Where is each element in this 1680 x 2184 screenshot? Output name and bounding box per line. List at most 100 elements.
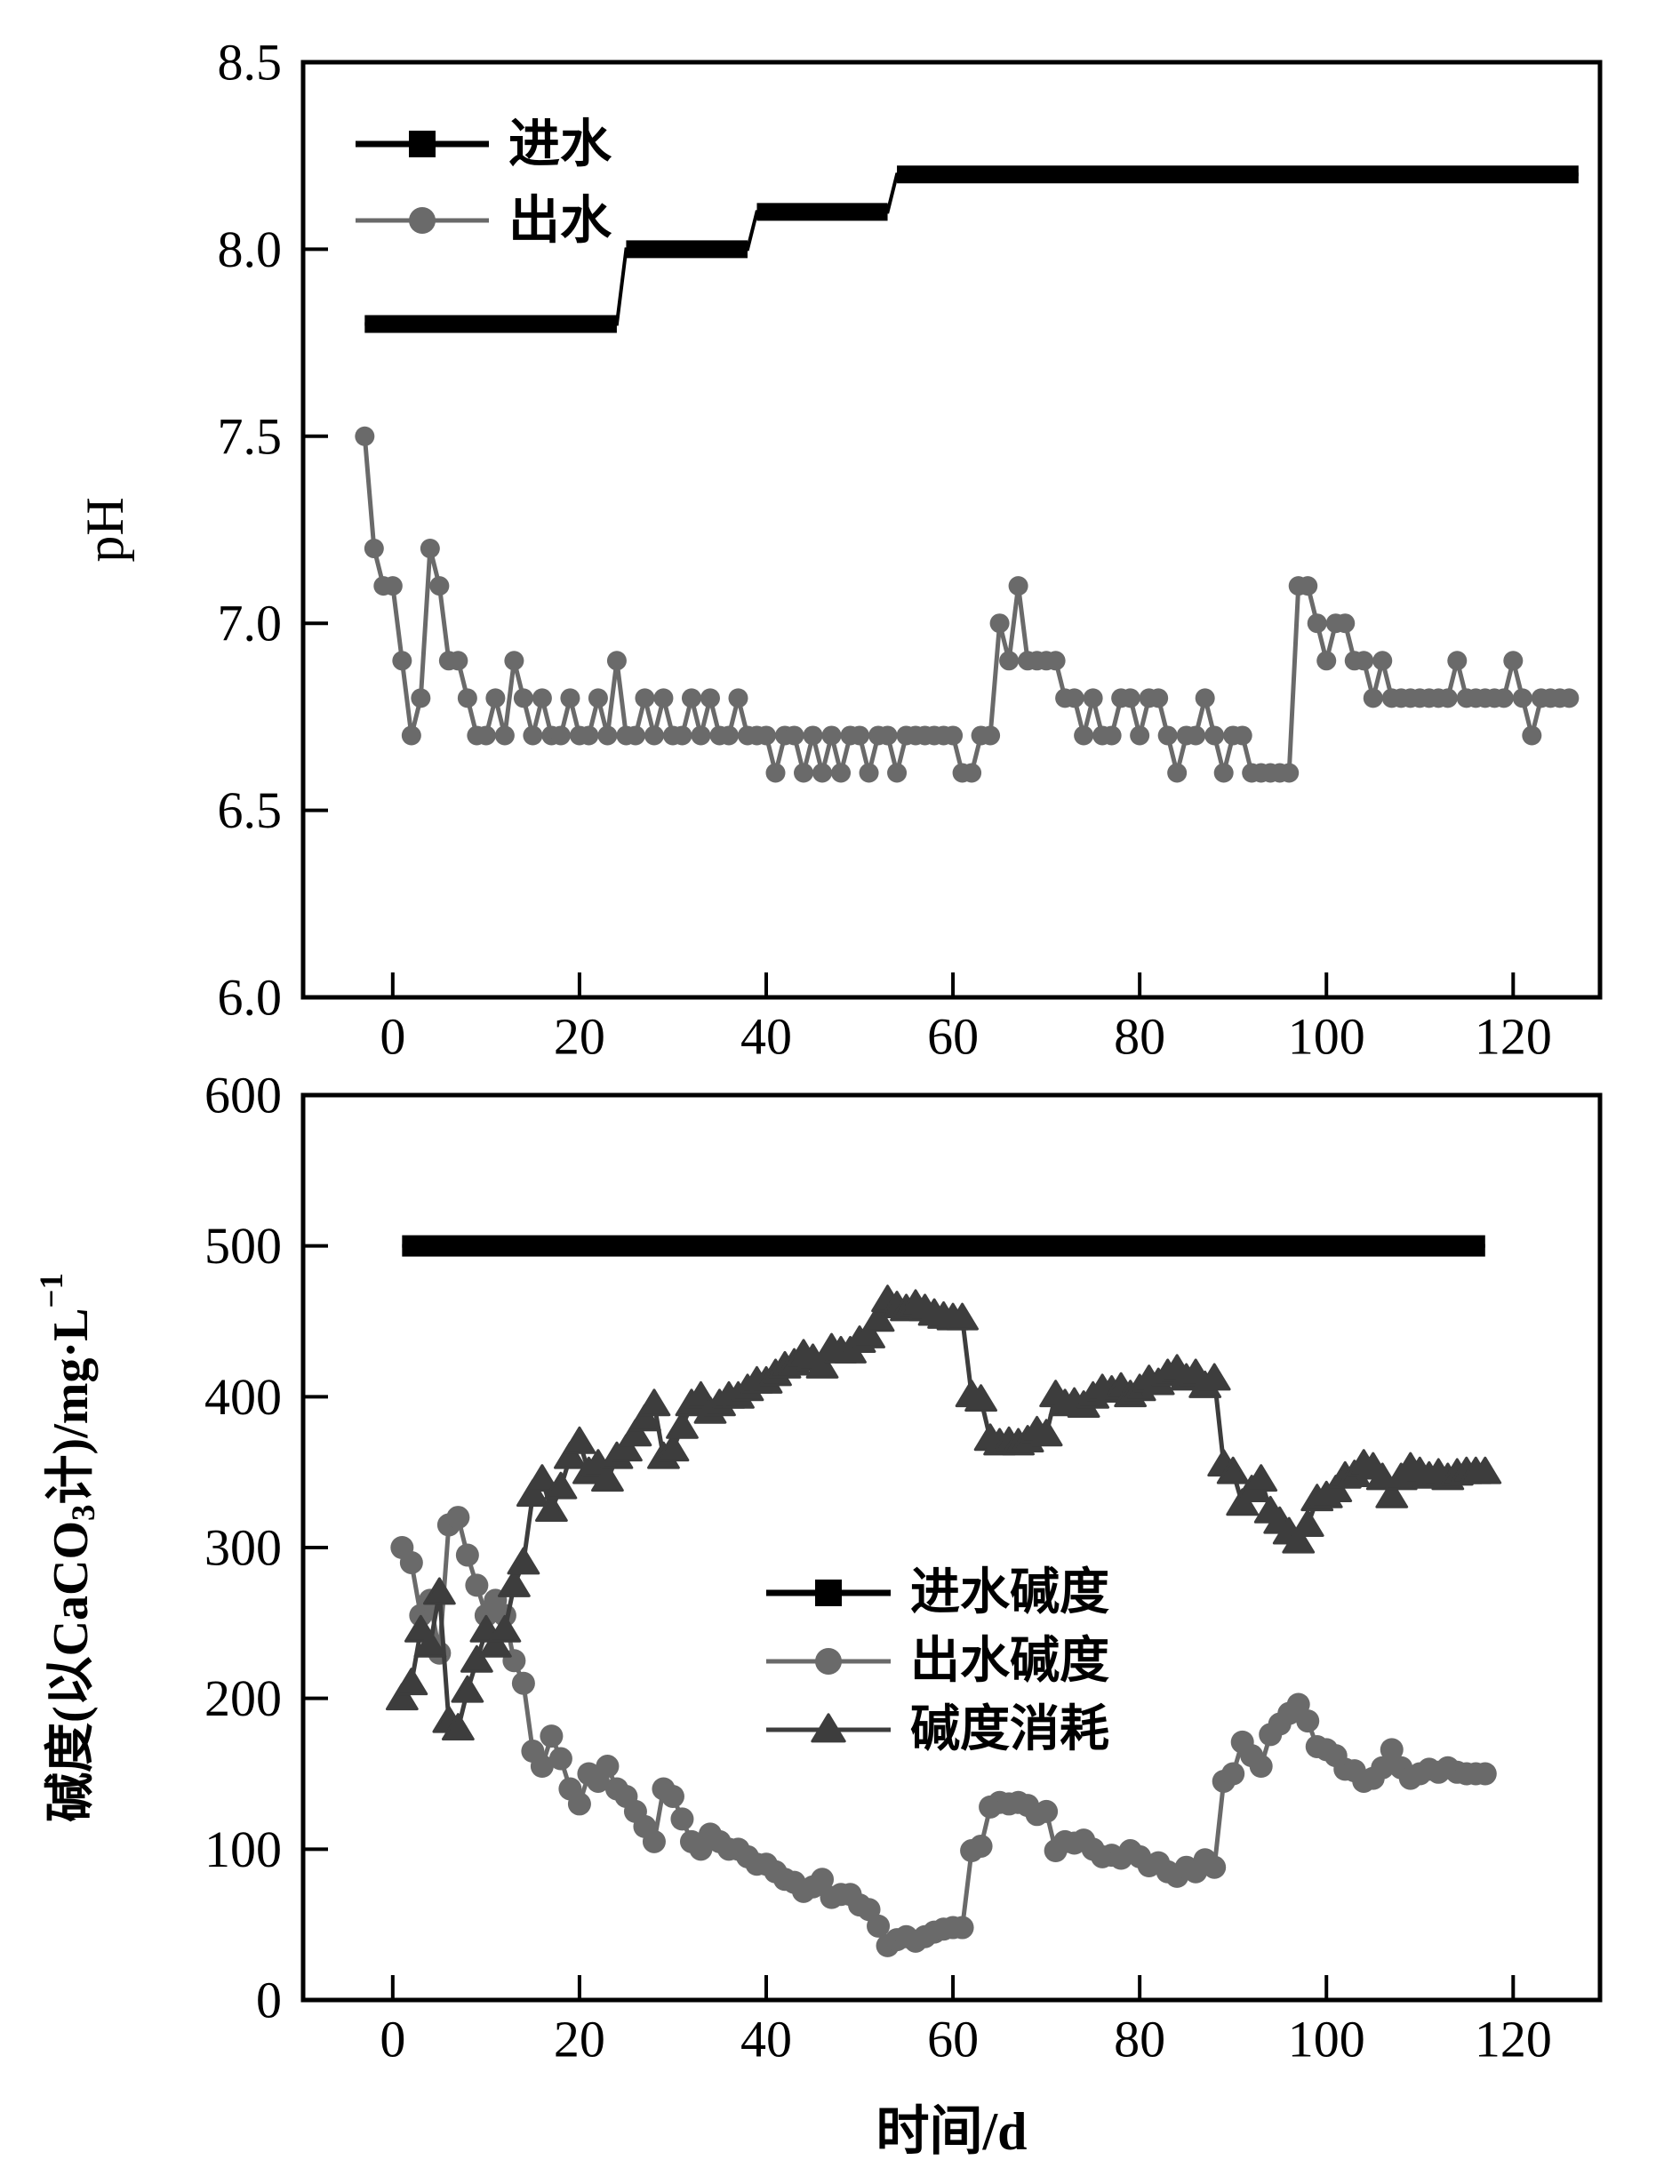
y-axis-title: pH xyxy=(76,497,134,562)
x-tick-label: 80 xyxy=(1114,1008,1165,1066)
circle-marker xyxy=(1232,725,1252,746)
x-tick-label: 20 xyxy=(554,2011,605,2068)
circle-marker xyxy=(1120,688,1140,708)
circle-marker xyxy=(597,725,618,746)
triangle-marker xyxy=(460,1644,493,1673)
circle-marker xyxy=(392,651,412,671)
circle-marker xyxy=(989,613,1010,634)
circle-marker xyxy=(1221,1762,1245,1786)
circle-marker xyxy=(625,725,645,746)
circle-marker xyxy=(850,725,870,746)
legend-square-marker-icon xyxy=(815,1580,842,1606)
circle-marker xyxy=(548,1747,572,1771)
circle-marker xyxy=(401,725,421,746)
triangle-marker xyxy=(1244,1464,1278,1492)
x-tick-label: 100 xyxy=(1288,1008,1365,1066)
circle-marker xyxy=(540,1724,564,1748)
triangle-marker xyxy=(385,1683,419,1711)
series-influent xyxy=(364,165,1579,333)
circle-marker xyxy=(867,1914,891,1938)
legend-square-marker-icon xyxy=(409,131,436,157)
x-axis-title: 时间/d xyxy=(876,2102,1027,2161)
x-tick-label: 40 xyxy=(740,1008,792,1066)
circle-marker xyxy=(1130,725,1150,746)
circle-marker xyxy=(1074,725,1094,746)
circle-marker xyxy=(1064,688,1084,708)
circle-marker xyxy=(812,763,833,783)
plot-frame xyxy=(300,60,1603,1000)
circle-marker xyxy=(653,688,674,708)
circle-marker xyxy=(420,539,440,559)
legend-label: 进水碱度 xyxy=(910,1565,1109,1620)
circle-marker xyxy=(1101,725,1122,746)
legend-item-influent-alkalinity: 进水碱度 xyxy=(766,1565,1109,1620)
circle-marker xyxy=(642,1829,666,1853)
legend-item-effluent: 出水 xyxy=(356,192,612,250)
triangle-marker xyxy=(395,1668,428,1696)
circle-marker xyxy=(1279,763,1300,783)
circle-marker xyxy=(523,725,543,746)
circle-marker xyxy=(1045,651,1066,671)
triangle-marker xyxy=(497,1569,531,1597)
circle-marker xyxy=(962,763,982,783)
circle-marker xyxy=(429,576,450,596)
circle-marker xyxy=(950,1916,974,1940)
x-tick-label: 100 xyxy=(1288,2011,1365,2068)
circle-marker xyxy=(485,688,506,708)
triangle-marker xyxy=(1468,1456,1502,1484)
series-effluent xyxy=(355,426,1580,783)
legend-circle-marker-icon xyxy=(409,207,436,234)
circle-marker xyxy=(821,725,842,746)
circle-marker xyxy=(1186,725,1206,746)
y-tick-label: 600 xyxy=(204,1067,282,1124)
circle-marker xyxy=(670,1807,694,1831)
step-connector-line xyxy=(364,172,1579,326)
y-tick-label: 6.5 xyxy=(218,781,283,839)
triangle-marker xyxy=(554,1441,587,1469)
circle-marker xyxy=(811,1868,835,1892)
legend-label: 碱度消耗 xyxy=(910,1702,1109,1757)
circle-marker xyxy=(448,651,468,671)
circle-marker xyxy=(999,651,1020,671)
triangle-marker xyxy=(1375,1480,1409,1508)
circle-marker xyxy=(1195,688,1215,708)
triangle-marker xyxy=(441,1713,475,1741)
legend-item-influent: 进水 xyxy=(356,116,612,173)
circle-marker xyxy=(765,763,786,783)
circle-marker xyxy=(969,1834,993,1858)
circle-marker xyxy=(1493,688,1514,708)
y-tick-label: 100 xyxy=(204,1820,282,1878)
circle-marker xyxy=(1148,688,1169,708)
circle-marker xyxy=(660,1784,684,1808)
circle-marker xyxy=(1380,1738,1404,1762)
circle-marker xyxy=(859,763,879,783)
alkalinity-chart: 0 20 40 60 80 100 120 0 100 200 300 400 500 600 进水碱度出水… xyxy=(34,1067,1603,2161)
triangle-marker xyxy=(488,1614,522,1643)
x-tick-label: 0 xyxy=(380,2011,405,2068)
circle-marker xyxy=(980,725,1001,746)
circle-marker xyxy=(1213,763,1234,783)
triangle-marker xyxy=(946,1302,979,1331)
triangle-marker xyxy=(1291,1509,1324,1538)
circle-marker xyxy=(794,763,814,783)
circle-marker xyxy=(1335,613,1356,634)
circle-marker xyxy=(756,725,776,746)
triangle-marker xyxy=(1029,1419,1063,1447)
triangle-marker xyxy=(964,1384,997,1412)
circle-marker xyxy=(1307,613,1327,634)
plot-frame xyxy=(300,1092,1603,2003)
y-axis-title-part: 计)/mg·L xyxy=(44,1308,99,1505)
circle-marker xyxy=(504,651,524,671)
circle-marker xyxy=(476,725,496,746)
x-tick-label: 20 xyxy=(554,1008,605,1066)
legend-label: 出水碱度 xyxy=(910,1634,1109,1689)
circle-marker xyxy=(1354,651,1374,671)
circle-marker xyxy=(465,1573,489,1597)
legend-circle-marker-icon xyxy=(815,1648,842,1675)
y-tick-label: 6.0 xyxy=(218,969,283,1027)
x-tick-label: 120 xyxy=(1475,2011,1552,2068)
circle-marker xyxy=(1298,576,1318,596)
circle-marker xyxy=(1371,1756,1395,1780)
circle-marker xyxy=(1559,688,1580,708)
